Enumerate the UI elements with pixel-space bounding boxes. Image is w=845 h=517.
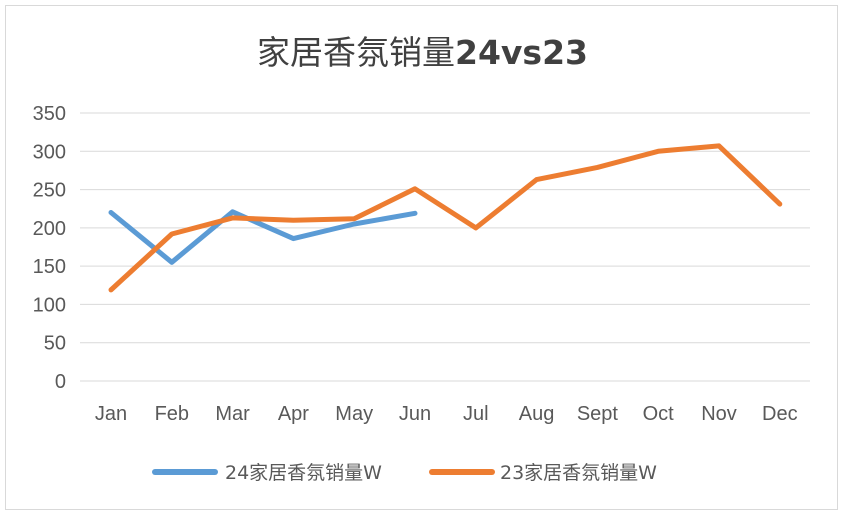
y-tick-label: 150 bbox=[33, 256, 66, 278]
legend: 24家居香氛销量W 23家居香氛销量W bbox=[152, 462, 657, 484]
y-tick-label: 100 bbox=[33, 294, 66, 316]
legend-label-1: 24家居香氛销量W bbox=[225, 462, 382, 484]
y-tick-label: 50 bbox=[44, 333, 66, 355]
x-tick-label: Jan bbox=[95, 403, 127, 425]
chart-title-en: 24vs23 bbox=[455, 33, 588, 72]
y-tick-label: 350 bbox=[33, 103, 66, 125]
x-tick-label: Mar bbox=[215, 403, 250, 425]
y-tick-label: 300 bbox=[33, 141, 66, 163]
x-tick-label: Dec bbox=[762, 403, 798, 425]
y-tick-label: 200 bbox=[33, 218, 66, 240]
y-tick-label: 0 bbox=[55, 371, 66, 393]
x-axis-ticks: Jan Feb Mar Apr May Jun Jul Aug Sept Oct Nov Dec bbox=[95, 403, 798, 425]
x-tick-label: Jul bbox=[463, 403, 489, 425]
series-line-2 bbox=[108, 143, 783, 293]
x-tick-label: May bbox=[335, 403, 373, 425]
x-tick-label: Jun bbox=[399, 403, 431, 425]
chart-title: 家居香氛销量24vs23 bbox=[0, 26, 845, 74]
x-tick-label: Nov bbox=[701, 403, 737, 425]
x-tick-label: Oct bbox=[643, 403, 675, 425]
y-axis-ticks: 0 50 100 150 200 250 300 350 bbox=[33, 103, 66, 393]
legend-label-2: 23家居香氛销量W bbox=[500, 462, 657, 484]
series-line-1 bbox=[108, 209, 418, 265]
x-tick-label: Aug bbox=[519, 403, 555, 425]
x-tick-label: Feb bbox=[155, 403, 189, 425]
chart-title-cn: 家居香氛销量 bbox=[257, 33, 455, 72]
gridlines bbox=[80, 112, 810, 382]
x-tick-label: Apr bbox=[278, 403, 309, 425]
x-tick-label: Sept bbox=[577, 403, 619, 425]
y-tick-label: 250 bbox=[33, 180, 66, 202]
series-lines bbox=[108, 143, 783, 293]
